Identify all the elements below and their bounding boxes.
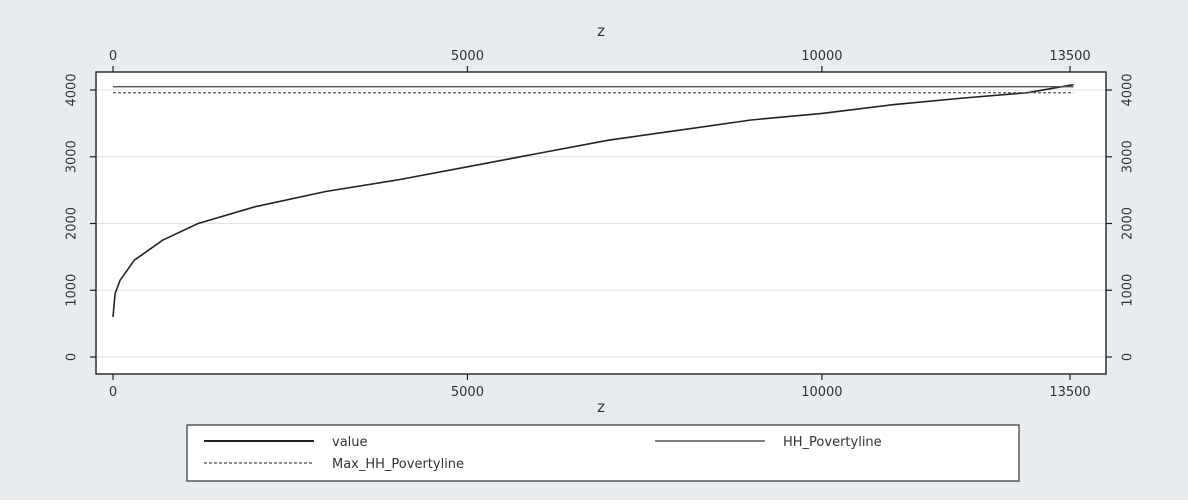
- x-tick-label-bottom: 0: [109, 385, 117, 400]
- axes-group: 0 0 1000 1000 2000 2000 3000 3000 4000 4000 0 0 5000…: [65, 49, 1136, 400]
- x-tick-label-top: 0: [109, 49, 117, 64]
- y-tick-label-right: 4000: [1121, 73, 1136, 106]
- x-tick-label-top: 13500: [1049, 49, 1090, 64]
- series-group: [112, 83, 1074, 317]
- legend: value HH_Povertyline Max_HH_Povertyline: [186, 424, 1020, 482]
- legend-label-max-hh-povertyline: Max_HH_Povertyline: [332, 457, 464, 472]
- y-tick-label-right: 1000: [1121, 274, 1136, 307]
- legend-label-hh-povertyline: HH_Povertyline: [783, 435, 882, 450]
- y-tick-label-left: 4000: [65, 73, 80, 106]
- y-tick-label-right: 0: [1121, 353, 1136, 361]
- x-tick-label-top: 5000: [451, 49, 484, 64]
- x-tick-label-bottom: 10000: [801, 385, 842, 400]
- x-tick-label-bottom: 13500: [1049, 385, 1090, 400]
- y-tick-label-left: 0: [65, 353, 80, 361]
- grid-lines: [97, 89, 1105, 358]
- x-axis-title-top: z: [597, 22, 605, 40]
- y-tick-label-left: 1000: [65, 274, 80, 307]
- y-tick-label-left: 2000: [65, 207, 80, 240]
- y-tick-label-left: 3000: [65, 140, 80, 173]
- y-tick-label-right: 2000: [1121, 207, 1136, 240]
- x-axis-title-bottom: z: [597, 398, 605, 416]
- legend-box: [186, 424, 1020, 482]
- series-line-value: [112, 83, 1074, 317]
- y-tick-label-right: 3000: [1121, 140, 1136, 173]
- x-tick-label-bottom: 5000: [451, 385, 484, 400]
- legend-label-value: value: [332, 435, 368, 450]
- x-tick-label-top: 10000: [801, 49, 842, 64]
